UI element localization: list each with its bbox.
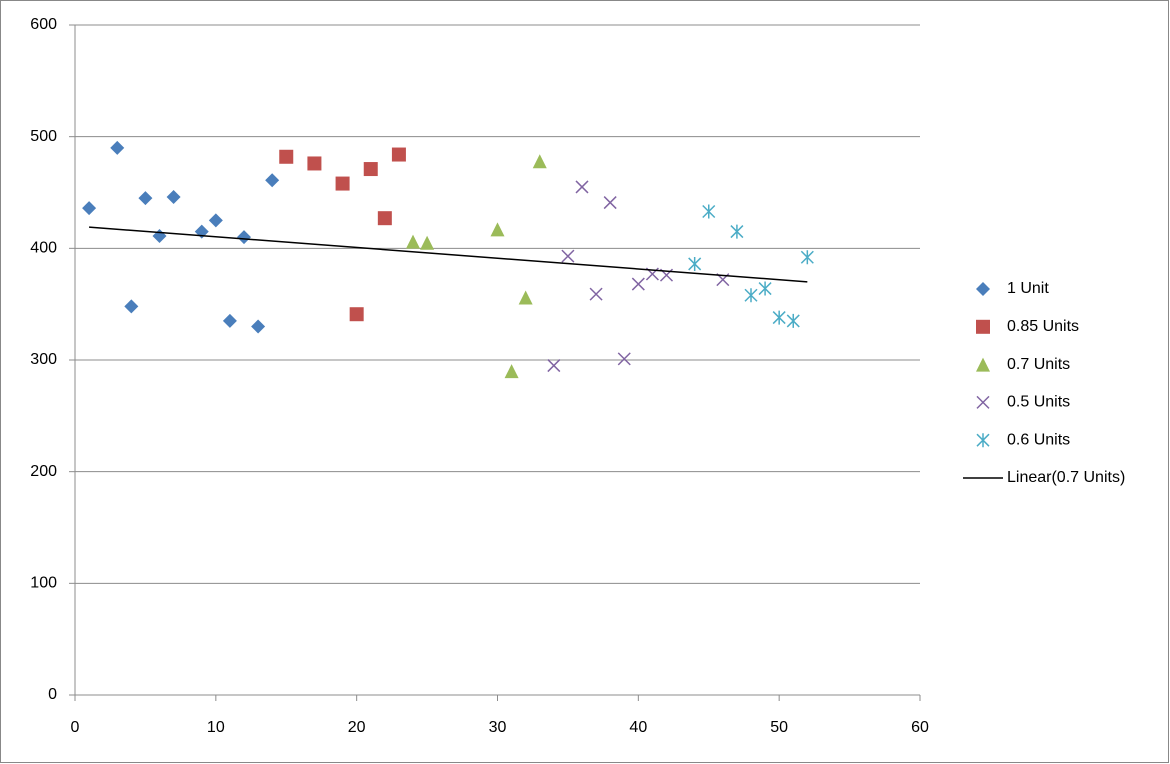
y-tick-label: 200 — [30, 463, 57, 480]
point — [532, 154, 547, 169]
point — [786, 313, 800, 328]
point — [406, 234, 420, 249]
point — [222, 313, 237, 328]
trend-line — [89, 226, 808, 283]
y-tick-label: 400 — [30, 240, 57, 257]
legend-label: 0.85 Units — [1007, 318, 1079, 335]
point — [420, 235, 435, 250]
point — [547, 359, 561, 373]
x-tick-label: 20 — [348, 719, 366, 736]
point — [772, 310, 786, 325]
point — [561, 249, 575, 263]
point — [335, 176, 350, 191]
x-tick-label: 10 — [207, 719, 225, 736]
y-tick-label: 300 — [30, 351, 57, 368]
legend-label: 0.7 Units — [1007, 356, 1070, 373]
y-tick-label: 600 — [30, 16, 57, 33]
x-tick-label: 60 — [911, 719, 929, 736]
point — [377, 211, 392, 226]
x-tick-label: 0 — [71, 719, 80, 736]
y-tick-label: 0 — [48, 686, 57, 703]
legend-marker — [976, 319, 990, 334]
point — [265, 173, 280, 188]
y-tick-label: 500 — [30, 128, 57, 145]
point — [391, 147, 406, 162]
x-tick-label: 30 — [489, 719, 507, 736]
legend-marker — [976, 433, 990, 448]
point — [138, 191, 153, 206]
legend-label: 1 Unit — [1007, 280, 1049, 297]
point — [82, 201, 97, 216]
point — [363, 162, 378, 177]
point — [730, 224, 744, 239]
point — [251, 319, 266, 334]
legend-label: Linear(0.7 Units) — [1007, 469, 1125, 486]
point — [589, 287, 603, 301]
point — [603, 196, 617, 210]
legend-marker — [976, 395, 990, 409]
point — [490, 222, 505, 237]
point — [166, 189, 181, 204]
point — [349, 307, 364, 322]
point — [279, 149, 294, 164]
point — [575, 180, 589, 194]
legend-marker — [976, 282, 990, 296]
y-tick-label: 100 — [30, 575, 57, 592]
point — [744, 288, 758, 303]
legend-label: 0.6 Units — [1007, 431, 1070, 448]
point — [758, 281, 772, 296]
point — [307, 156, 322, 171]
point — [688, 256, 702, 271]
point — [110, 140, 125, 155]
legend-marker — [976, 357, 990, 372]
point — [237, 230, 251, 245]
point — [631, 277, 645, 291]
x-tick-label: 50 — [770, 719, 788, 736]
point — [702, 204, 716, 219]
point — [800, 250, 814, 265]
legend-label: 0.5 Units — [1007, 394, 1070, 411]
point — [124, 299, 139, 314]
point — [208, 213, 223, 228]
point — [504, 364, 519, 379]
x-tick-label: 40 — [629, 719, 647, 736]
point — [518, 290, 533, 305]
point — [617, 352, 631, 366]
